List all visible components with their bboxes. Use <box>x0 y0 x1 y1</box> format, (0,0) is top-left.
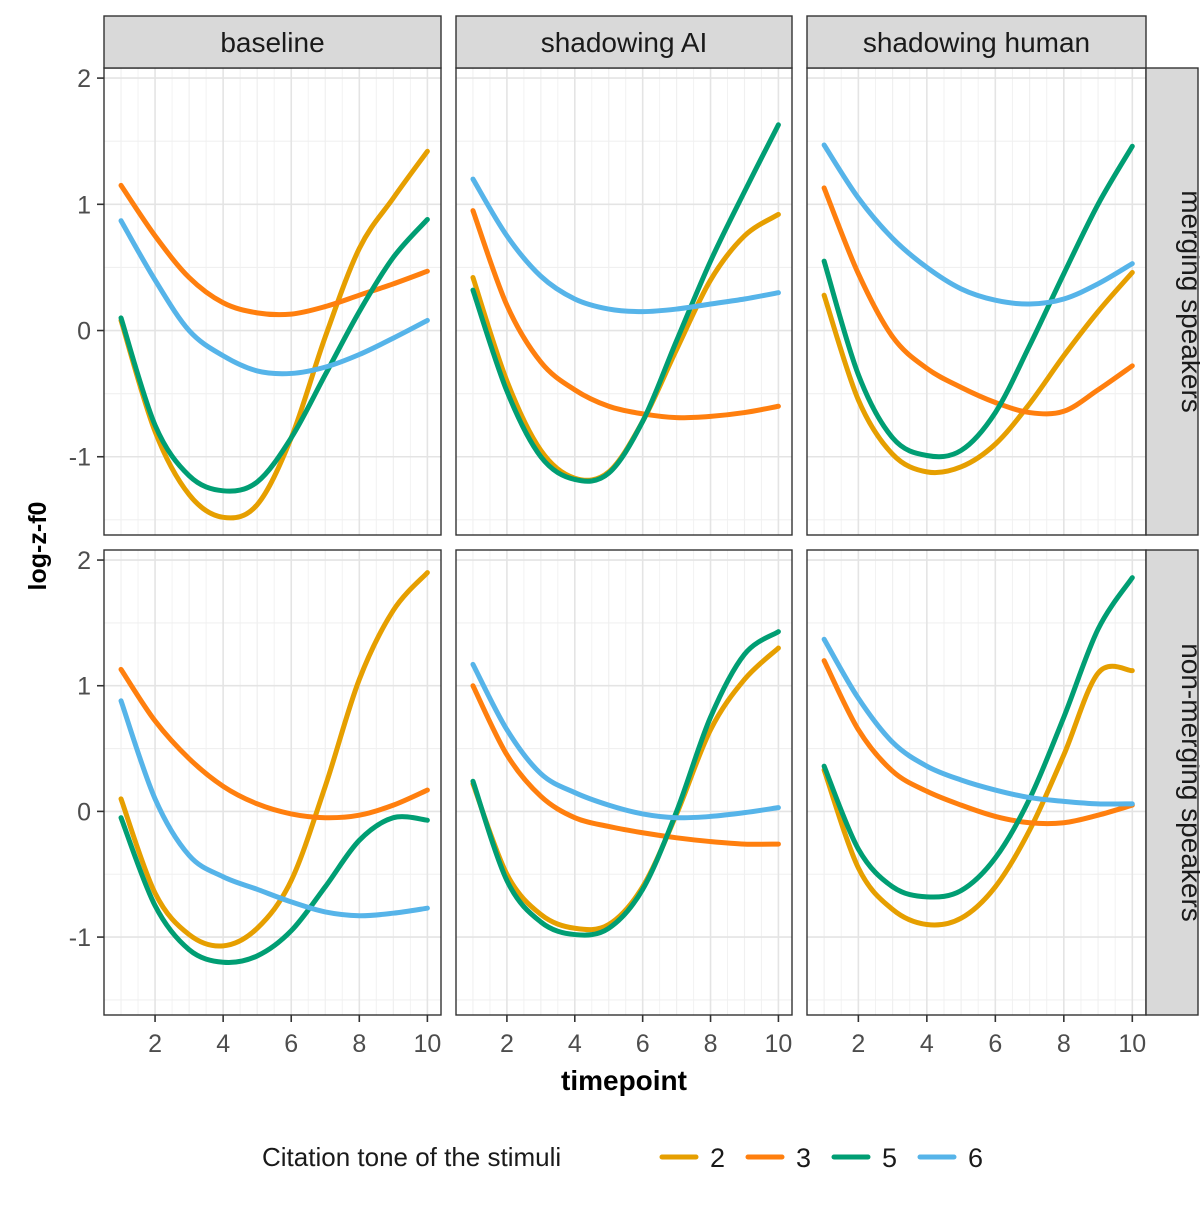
legend-entry-tone-5: 5 <box>831 1143 897 1173</box>
x-tick-label: 2 <box>851 1030 865 1058</box>
series-line-tone-6 <box>470 176 781 315</box>
legend: Citation tone of the stimuli 2 3 5 6 <box>262 1142 983 1173</box>
series-line-tone-6 <box>821 142 1135 307</box>
panel-non-merging-speakers-baseline <box>103 549 442 1016</box>
column-strip-shadowing-ai: shadowing AI <box>455 15 793 69</box>
legend-label: 2 <box>710 1143 725 1173</box>
legend-title: Citation tone of the stimuli <box>262 1142 561 1172</box>
y-tick-label: 0 <box>77 318 91 346</box>
x-tick-label: 10 <box>1118 1030 1146 1058</box>
series-line-tone-5 <box>118 814 430 965</box>
series-line-tone-3 <box>821 185 1135 417</box>
column-strip-label: shadowing AI <box>541 27 708 58</box>
series-line-tone-5 <box>470 629 781 938</box>
axes: -1 0 1 2 -1 0 1 2 2 4 6 8 10 2 4 6 8 10 2 4 6 8 10 <box>69 65 1146 1058</box>
strip-background <box>806 15 1147 69</box>
series-line-tone-5 <box>821 575 1135 900</box>
column-strip-label: baseline <box>220 27 324 58</box>
series-line-tone-2 <box>821 269 1135 476</box>
legend-label: 6 <box>968 1143 983 1173</box>
series-line-tone-5 <box>821 143 1135 460</box>
strip-background <box>1145 549 1199 1016</box>
x-tick-label: 8 <box>704 1030 718 1058</box>
panel-merging-speakers-baseline <box>103 67 442 536</box>
panel-non-merging-speakers-shadowing-ai <box>455 549 793 1016</box>
series-line-tone-5 <box>118 216 430 494</box>
series-line-tone-6 <box>118 218 430 377</box>
x-tick-label: 6 <box>284 1030 298 1058</box>
y-tick-label: -1 <box>69 444 91 472</box>
y-tick-label: 1 <box>77 191 91 219</box>
panel-non-merging-speakers-shadowing-human <box>806 549 1147 1016</box>
strip-background <box>1145 67 1199 536</box>
facet-strips: baseline shadowing AI shadowing human mergi… <box>103 15 1200 1016</box>
column-strip-label: shadowing human <box>863 27 1090 58</box>
legend-label: 5 <box>882 1143 897 1173</box>
x-axis-title: timepoint <box>561 1065 687 1096</box>
row-strip-label: non-merging speakers <box>1176 643 1200 922</box>
strip-background <box>103 15 442 69</box>
series-line-tone-6 <box>470 661 781 821</box>
x-tick-label: 6 <box>636 1030 650 1058</box>
series-line-tone-3 <box>118 666 430 821</box>
x-tick-label: 8 <box>352 1030 366 1058</box>
x-tick-label: 10 <box>765 1030 793 1058</box>
legend-label: 3 <box>796 1143 811 1173</box>
y-tick-label: 1 <box>77 673 91 701</box>
series-line-tone-5 <box>470 122 781 484</box>
y-tick-label: -1 <box>69 924 91 952</box>
y-tick-label: 2 <box>77 65 91 93</box>
legend-entry-tone-2: 2 <box>659 1143 725 1173</box>
series-line-tone-3 <box>470 208 781 421</box>
y-tick-label: 0 <box>77 798 91 826</box>
strip-background <box>455 15 793 69</box>
series-line-tone-3 <box>118 182 430 318</box>
series-line-tone-6 <box>821 636 1135 807</box>
column-strip-shadowing-human: shadowing human <box>806 15 1147 69</box>
x-tick-label: 10 <box>413 1030 441 1058</box>
x-tick-label: 2 <box>148 1030 162 1058</box>
row-strip-non-merging-speakers: non-merging speakers <box>1145 549 1200 1016</box>
x-tick-label: 4 <box>216 1030 230 1058</box>
facet-panels <box>103 67 1147 1016</box>
series-line-tone-2 <box>118 148 430 521</box>
panel-border <box>455 549 793 1016</box>
series-line-tone-6 <box>118 698 430 919</box>
legend-entry-tone-6: 6 <box>917 1143 983 1173</box>
series-line-tone-3 <box>821 658 1135 827</box>
panel-merging-speakers-shadowing-ai <box>455 67 793 536</box>
x-tick-label: 2 <box>500 1030 514 1058</box>
y-tick-label: 2 <box>77 547 91 575</box>
x-tick-label: 4 <box>568 1030 582 1058</box>
panel-merging-speakers-shadowing-human <box>806 67 1147 536</box>
x-tick-label: 8 <box>1057 1030 1071 1058</box>
row-strip-merging-speakers: merging speakers <box>1145 67 1200 536</box>
x-tick-label: 4 <box>920 1030 934 1058</box>
y-axis-title: log-z-f0 <box>24 502 52 591</box>
legend-entry-tone-3: 3 <box>745 1143 811 1173</box>
x-tick-label: 6 <box>988 1030 1002 1058</box>
series-line-tone-3 <box>470 683 781 847</box>
panel-border <box>103 549 442 1016</box>
series-line-tone-2 <box>821 663 1135 928</box>
column-strip-baseline: baseline <box>103 15 442 69</box>
row-strip-label: merging speakers <box>1176 190 1200 413</box>
